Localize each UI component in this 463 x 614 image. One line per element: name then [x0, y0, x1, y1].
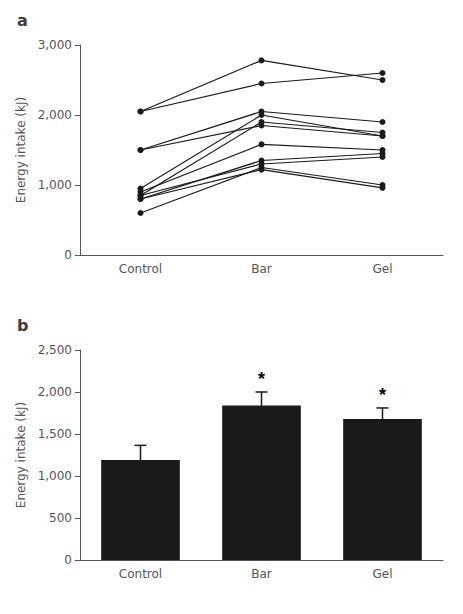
svg-text:1,000: 1,000: [38, 178, 72, 192]
svg-text:0: 0: [64, 248, 72, 262]
svg-text:Control: Control: [119, 262, 162, 276]
svg-text:1,500: 1,500: [38, 427, 72, 441]
svg-text:0: 0: [64, 553, 72, 567]
svg-text:1,000: 1,000: [38, 469, 72, 483]
svg-text:Bar: Bar: [251, 262, 272, 276]
svg-text:2,000: 2,000: [38, 108, 72, 122]
svg-text:Control: Control: [119, 567, 162, 581]
svg-text:*: *: [379, 385, 386, 405]
svg-text:*: *: [258, 369, 265, 389]
svg-text:500: 500: [49, 511, 72, 525]
svg-text:a: a: [17, 11, 28, 30]
svg-text:Gel: Gel: [372, 262, 392, 276]
svg-text:Energy intake (kJ): Energy intake (kJ): [14, 97, 28, 203]
svg-text:3,000: 3,000: [38, 38, 72, 52]
svg-text:2,500: 2,500: [38, 343, 72, 357]
svg-text:Energy intake (kJ): Energy intake (kJ): [14, 402, 28, 508]
svg-text:Bar: Bar: [251, 567, 272, 581]
svg-text:2,000: 2,000: [38, 385, 72, 399]
svg-text:Gel: Gel: [372, 567, 392, 581]
svg-text:b: b: [17, 316, 28, 335]
